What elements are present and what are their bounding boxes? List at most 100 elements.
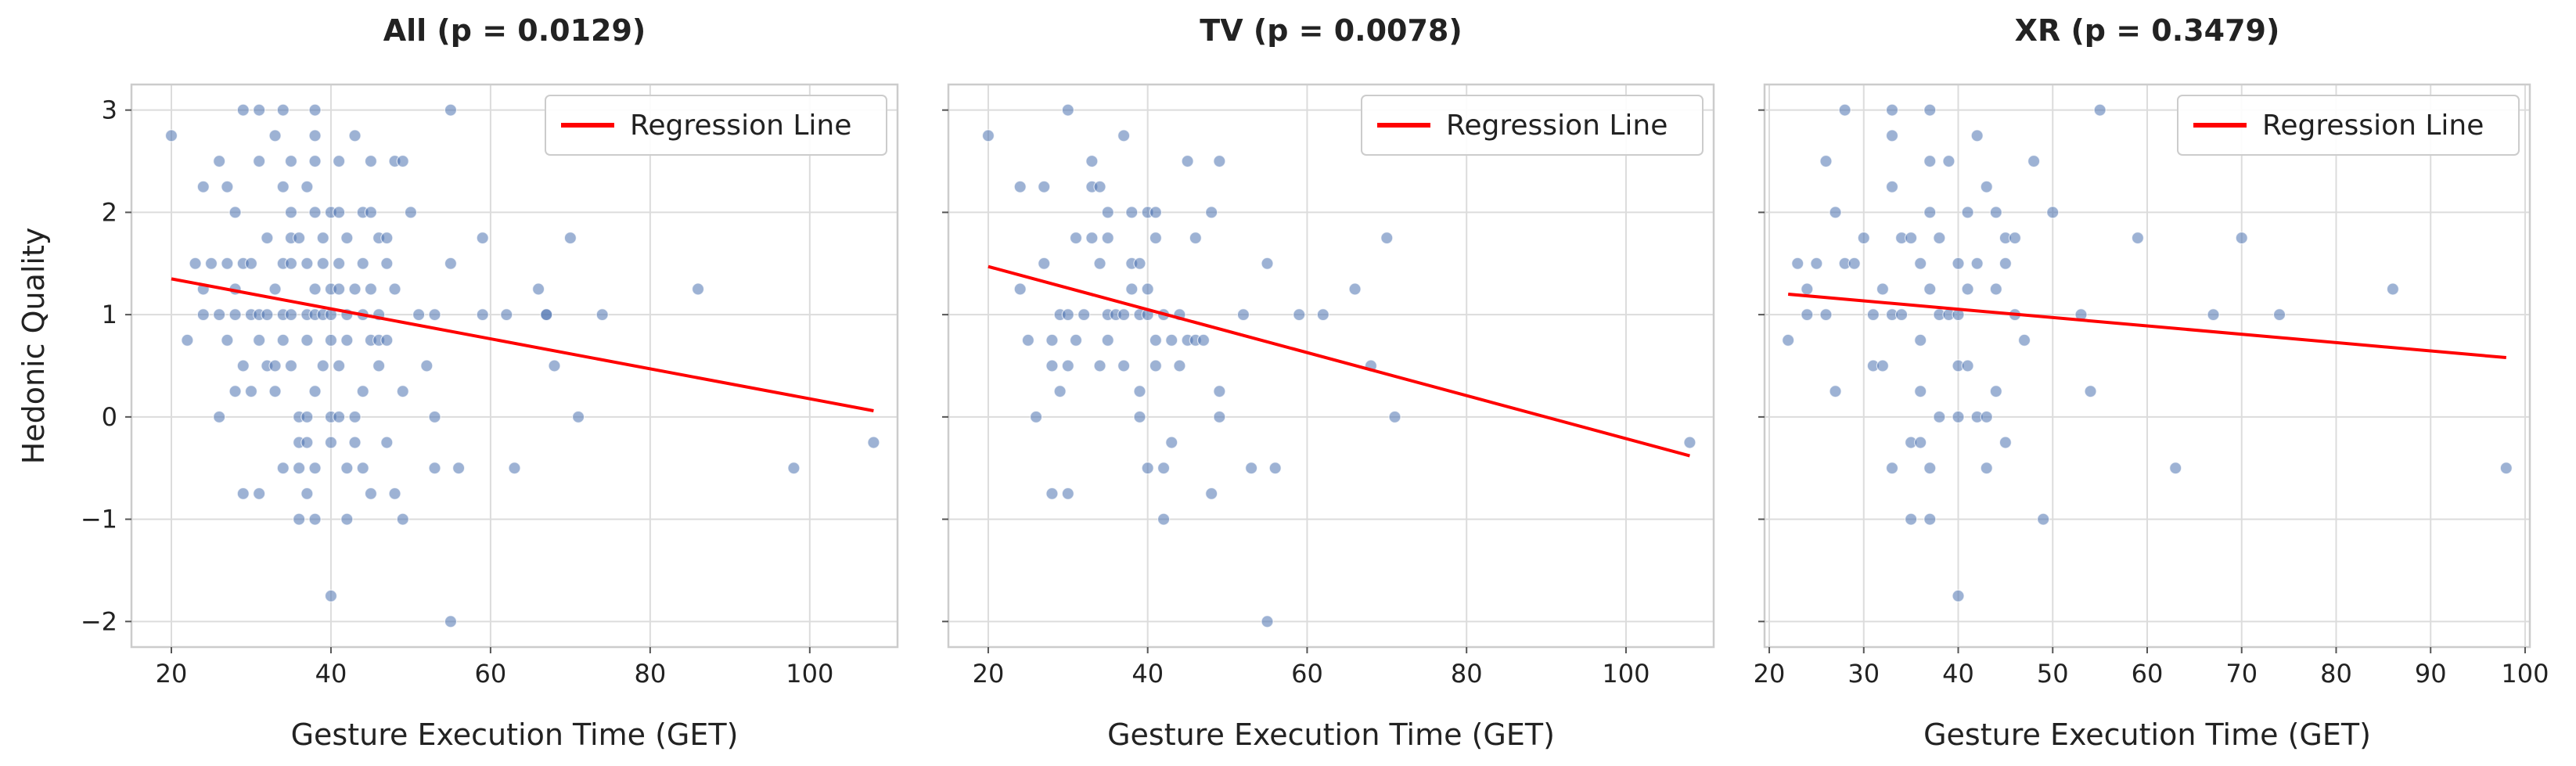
xr-data-point: [2037, 512, 2050, 526]
all-data-point: [364, 206, 378, 219]
tv-data-point: [1117, 359, 1131, 372]
all-y-tick-label: −2: [81, 606, 117, 636]
xr-data-point: [1980, 180, 1993, 193]
xr-data-point: [1942, 154, 1955, 168]
xr-x-tick-label: 100: [2501, 659, 2549, 689]
panel-tv: 20 40 60 80 100 TV (p = 0.0078) Gesture Execut…: [942, 13, 1715, 752]
xr-data-point: [1885, 462, 1899, 475]
tv-x-tick-label: 80: [1451, 659, 1483, 689]
tv-data-point: [1093, 359, 1106, 372]
tv-data-point: [1245, 462, 1258, 475]
tv-data-point: [1069, 333, 1083, 347]
xr-data-point: [1914, 333, 1927, 347]
xr-data-point: [1829, 385, 1842, 398]
tv-data-point: [981, 129, 995, 142]
tv-data-point: [1316, 308, 1329, 322]
xr-data-point: [1801, 282, 1814, 296]
tv-data-point: [1213, 154, 1226, 168]
xr-data-point: [2017, 333, 2031, 347]
all-data-point: [348, 282, 362, 296]
all-data-point: [420, 359, 434, 372]
all-data-point: [308, 282, 322, 296]
xr-data-point: [1933, 231, 1946, 245]
all-data-point: [189, 257, 202, 270]
xr-data-point: [2207, 308, 2220, 322]
all-data-point: [228, 206, 242, 219]
panel-all: 20 40 60 80 100 −2 −1 0 1 2 3 All (p = 0.0129) Gestu…: [81, 13, 899, 752]
all-data-point: [236, 487, 250, 501]
xr-data-point: [1801, 308, 1814, 322]
all-data-point: [236, 103, 250, 117]
xr-data-point: [1914, 257, 1927, 270]
y-axis-label: Hedonic Quality: [16, 228, 51, 465]
all-data-point: [253, 487, 266, 501]
xr-data-point: [1923, 462, 1937, 475]
tv-data-point: [1141, 462, 1154, 475]
xr-legend-box: [2177, 95, 2520, 156]
all-data-point: [268, 129, 282, 142]
all-data-point: [276, 462, 290, 475]
all-data-point: [388, 487, 401, 501]
xr-data-point: [1970, 129, 1984, 142]
xr-data-point: [1866, 308, 1880, 322]
all-data-point: [333, 154, 346, 168]
panel-xr: 20 30 40 50 60 70 80 90 100 XR (p = 0.3479) Gestur…: [1754, 13, 2549, 752]
all-data-point: [500, 308, 513, 322]
xr-data-point: [1999, 436, 2012, 449]
all-data-point: [308, 512, 322, 526]
all-data-point: [324, 589, 338, 602]
all-data-point: [164, 129, 178, 142]
xr-data-point: [1970, 257, 1984, 270]
all-data-point: [324, 333, 338, 347]
xr-data-point: [1782, 333, 1795, 347]
tv-plot-frame: [947, 83, 1715, 649]
all-x-tick-label: 80: [635, 659, 667, 689]
all-data-point: [284, 308, 298, 322]
xr-legend-label: Regression Line: [2262, 110, 2484, 142]
all-data-point: [396, 512, 409, 526]
xr-data-point: [1989, 206, 2002, 219]
all-data-point: [348, 129, 362, 142]
xr-data-point: [1885, 129, 1899, 142]
all-y-tick-label: −1: [81, 505, 117, 534]
all-data-point: [324, 436, 338, 449]
all-data-point: [300, 257, 314, 270]
tv-data-point: [1053, 385, 1067, 398]
xr-data-point: [1980, 410, 1993, 423]
tv-data-point: [1061, 359, 1074, 372]
all-data-point: [213, 154, 226, 168]
all-data-point: [181, 333, 194, 347]
all-data-point: [213, 410, 226, 423]
xr-data-point: [1961, 359, 1974, 372]
all-data-point: [300, 436, 314, 449]
xr-data-point: [1980, 462, 1993, 475]
xr-data-point: [1961, 206, 1974, 219]
all-x-tick-label: 100: [786, 659, 833, 689]
all-data-point: [867, 436, 880, 449]
all-data-point: [548, 359, 561, 372]
tv-data-point: [1069, 231, 1083, 245]
tv-data-point: [1045, 333, 1059, 347]
all-data-point: [333, 206, 346, 219]
all-data-point: [333, 410, 346, 423]
all-plot-frame: [130, 83, 899, 649]
tv-data-point: [1061, 487, 1074, 501]
tv-data-point: [1149, 231, 1162, 245]
all-data-point: [412, 308, 426, 322]
all-data-point: [244, 257, 258, 270]
tv-x-tick-label: 20: [973, 659, 1005, 689]
xr-data-point: [1952, 257, 1965, 270]
all-data-point: [221, 257, 234, 270]
tv-data-point: [1149, 206, 1162, 219]
all-y-tick-label: 3: [102, 95, 117, 125]
xr-data-point: [1791, 257, 1804, 270]
xr-x-tick-label: 20: [1754, 659, 1786, 689]
xr-data-point: [1829, 206, 1842, 219]
tv-data-point: [1038, 257, 1051, 270]
tv-legend-label: Regression Line: [1446, 110, 1668, 142]
tv-data-point: [1149, 359, 1162, 372]
tv-data-point: [1268, 462, 1282, 475]
all-data-point: [372, 359, 386, 372]
all-data-point: [404, 206, 418, 219]
tv-data-point: [1189, 231, 1202, 245]
